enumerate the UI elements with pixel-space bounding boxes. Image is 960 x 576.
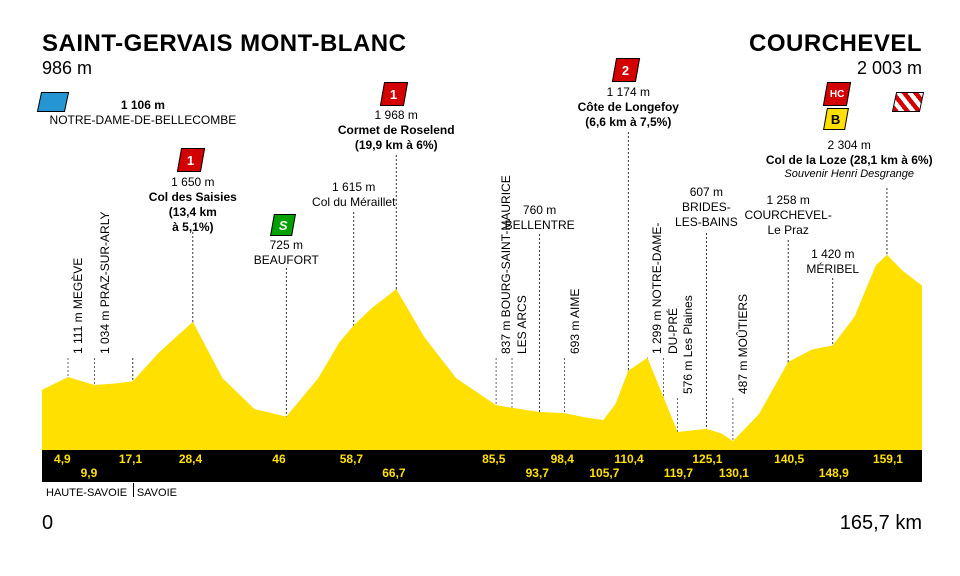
vertical-label: LES ARCS [516,295,529,354]
point-label: 1 615 mCol du Méraillet [312,180,395,210]
km-mark: 159,1 [873,452,903,466]
km-mark: 58,7 [340,452,363,466]
km-zero: 0 [42,512,53,535]
km-mark: 93,7 [526,466,549,480]
total-row: 0 165,7 km [42,512,922,535]
km-mark: 119,7 [664,466,693,480]
km-mark: 110,4 [614,452,643,466]
point-label: 760 mBELLENTRE [505,203,575,233]
km-mark: 28,4 [179,452,202,466]
climb-category-badge: 1 [177,148,205,172]
vertical-label: 693 m AIME [569,289,582,354]
point-label: 1 174 mCôte de Longefoy(6,6 km à 7,5%) [578,85,679,130]
finish-flag-icon [892,92,924,112]
km-total: 165,7 km [840,512,922,535]
vertical-label: 837 m BOURG-SAINT-MAURICE [500,175,513,354]
vertical-label: 1 111 m MEGÈVE [72,258,85,354]
km-mark: 140,5 [774,452,804,466]
km-mark: 130,1 [719,466,749,480]
km-mark: 4,9 [54,452,71,466]
region-label: HAUTE-SAVOIE [46,487,127,499]
point-label: 1 258 mCOURCHEVEL-Le Praz [744,193,831,238]
km-mark: 46 [272,452,285,466]
vertical-label: 576 m Les Plaines [682,295,695,394]
point-label: 1 968 mCormet de Roselend(19,9 km à 6%) [338,108,455,153]
km-mark: 98,4 [551,452,574,466]
km-mark: 66,7 [382,466,405,480]
km-mark: 125,1 [692,452,722,466]
climb-category-badge: 1 [380,82,408,106]
climb-category-badge: 2 [612,58,640,82]
vertical-label: 1 299 m NOTRE-DAME- [651,223,664,354]
vertical-label: DU-PRÉ [667,308,680,354]
vertical-label: 1 034 m PRAZ-SUR-ARLY [99,212,112,354]
point-label: 725 mBEAUFORT [254,238,319,268]
point-label: 1 650 mCol des Saisies(13,4 kmà 5,1%) [149,175,237,235]
region-label: SAVOIE [137,487,177,499]
sprint-badge: S [270,214,296,236]
km-mark: 105,7 [589,466,619,480]
elevation-fill [42,255,922,450]
km-mark: 148,9 [819,466,849,480]
km-mark: 85,5 [482,452,505,466]
climb-category-badge: HC [822,82,850,106]
point-label: 2 304 mCol de la Loze (28,1 km à 6%)Souv… [766,138,933,182]
km-mark: 9,9 [81,466,98,480]
km-mark: 17,1 [119,452,142,466]
point-label: 1 106 mNOTRE-DAME-DE-BELLECOMBE [50,98,237,128]
vertical-label: 487 m MOÛTIERS [737,294,750,394]
stage-profile: SAINT-GERVAIS MONT-BLANC 986 m COURCHEVE… [0,0,960,576]
point-label: 1 420 mMÉRIBEL [806,247,859,277]
region-bar: HAUTE-SAVOIE SAVOIE [42,487,922,503]
bonus-badge: B [823,108,849,130]
point-label: 607 mBRIDES-LES-BAINS [675,185,738,230]
